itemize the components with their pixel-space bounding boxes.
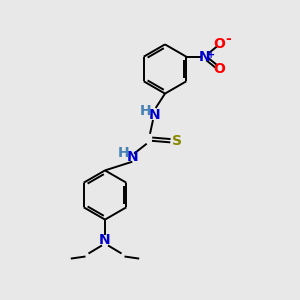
Text: N: N: [127, 150, 139, 164]
Text: +: +: [207, 50, 215, 60]
Text: N: N: [99, 233, 111, 247]
Text: N: N: [149, 108, 160, 122]
Text: O: O: [213, 37, 225, 51]
Text: H: H: [118, 146, 130, 160]
Text: -: -: [225, 32, 231, 46]
Text: N: N: [199, 50, 210, 64]
Text: S: S: [172, 134, 182, 148]
Text: H: H: [140, 104, 151, 118]
Text: O: O: [213, 62, 225, 76]
